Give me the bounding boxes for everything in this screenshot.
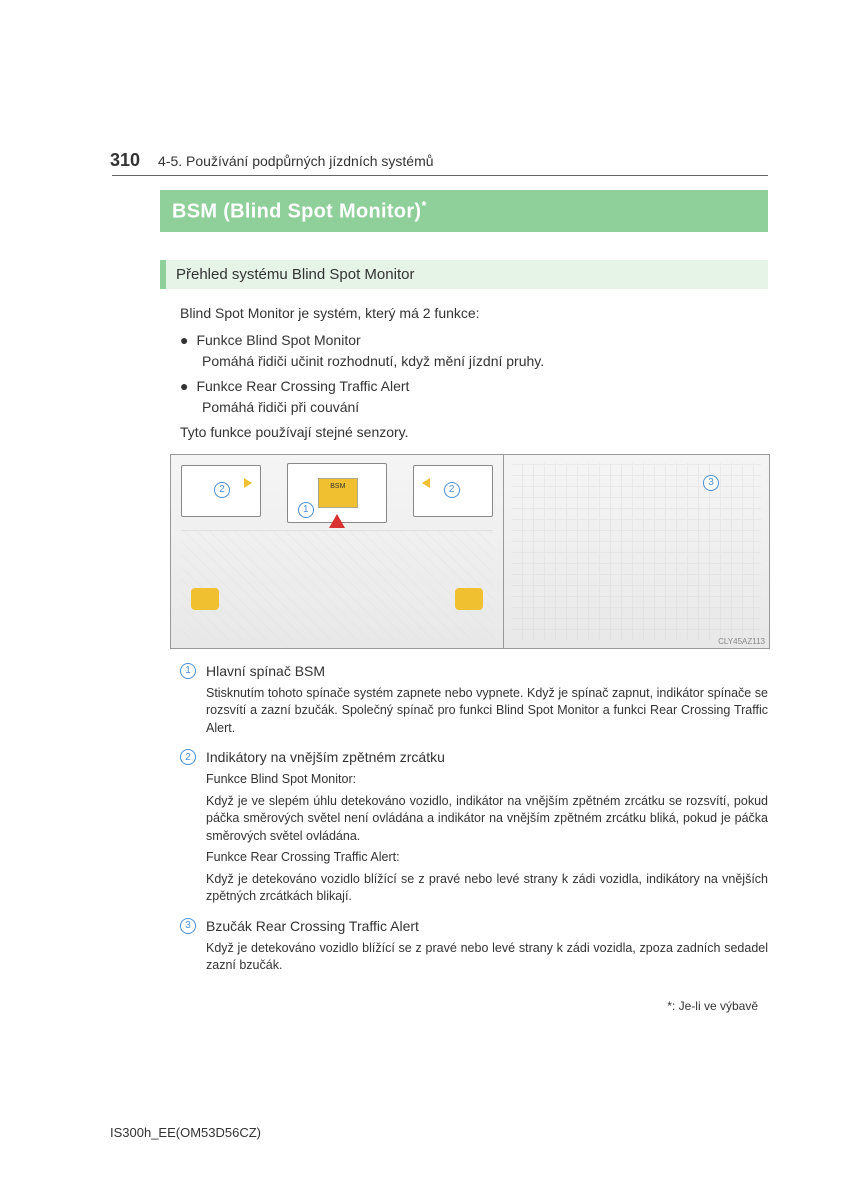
title-asterisk: * — [421, 198, 426, 213]
item-1-num: 1 — [180, 663, 196, 679]
subsection-bar: Přehled systému Blind Spot Monitor — [160, 260, 768, 289]
item-3-title: Bzučák Rear Crossing Traffic Alert — [206, 918, 419, 934]
item-2-desc-a-body: Když je ve slepém úhlu detekováno vozidl… — [206, 793, 768, 846]
intro-text: Blind Spot Monitor je systém, který má 2… — [180, 303, 768, 324]
callout-num-2b: 2 — [444, 482, 460, 498]
bullet-dot-icon: ● — [180, 376, 188, 397]
side-mirror-icon — [455, 588, 483, 610]
item-1-title: Hlavní spínač BSM — [206, 663, 325, 679]
diagram-code: CLY45AZ113 — [718, 637, 765, 646]
footer-code: IS300h_EE(OM53D56CZ) — [110, 1125, 261, 1140]
item-1: 1 Hlavní spínač BSM — [180, 663, 768, 679]
closing-text: Tyto funkce používají stejné senzory. — [180, 424, 768, 440]
callout-num-3: 3 — [703, 475, 719, 491]
page-header: 310 4-5. Používání podpůrných jízdních s… — [110, 150, 768, 171]
red-arrow-icon — [329, 514, 345, 528]
bullet-1-sub: Pomáhá řidiči učinit rozhodnutí, když mě… — [202, 351, 768, 372]
subsection-title: Přehled systému Blind Spot Monitor — [166, 260, 768, 289]
item-2-title: Indikátory na vnějším zpětném zrcátku — [206, 749, 445, 765]
footnote: *: Je-li ve výbavě — [180, 999, 768, 1013]
callout-num-2: 2 — [214, 482, 230, 498]
title-bar: BSM (Blind Spot Monitor)* — [160, 190, 768, 232]
page-number: 310 — [110, 150, 140, 171]
title-text: BSM (Blind Spot Monitor) — [172, 201, 421, 223]
bullet-2-title: Funkce Rear Crossing Traffic Alert — [196, 376, 768, 397]
section-label: 4-5. Používání podpůrných jízdních systé… — [158, 153, 433, 169]
dashboard-sketch — [181, 530, 493, 642]
center-panel-callout: BSM 1 — [287, 463, 387, 523]
bsm-button-icon: BSM — [318, 478, 358, 508]
bullet-dot-icon: ● — [180, 330, 188, 351]
bullet-2-sub: Pomáhá řidiči při couvání — [202, 397, 768, 418]
mirror-indicator-icon — [422, 478, 430, 488]
item-2-desc-b-lead: Funkce Rear Crossing Traffic Alert: — [206, 849, 768, 867]
diagram-left-panel: 2 BSM 1 2 — [171, 455, 504, 648]
footnote-text: : Je-li ve výbavě — [672, 999, 758, 1013]
bullet-1: ● Funkce Blind Spot Monitor — [180, 330, 768, 351]
mirror-left-callout: 2 — [181, 465, 261, 517]
item-3-num: 3 — [180, 918, 196, 934]
item-2-desc-a-lead: Funkce Blind Spot Monitor: — [206, 771, 768, 789]
item-3-desc: Když je detekováno vozidlo blížící se z … — [206, 940, 768, 975]
diagram-right-panel: 3 CLY45AZ113 — [504, 455, 769, 648]
diagram: 2 BSM 1 2 3 CLY45AZ113 — [170, 454, 770, 649]
item-2: 2 Indikátory na vnějším zpětném zrcátku — [180, 749, 768, 765]
bullet-1-title: Funkce Blind Spot Monitor — [196, 330, 768, 351]
item-2-desc-b-body: Když je detekováno vozidlo blížící se z … — [206, 871, 768, 906]
callout-num-1: 1 — [298, 502, 314, 518]
item-2-num: 2 — [180, 749, 196, 765]
item-3: 3 Bzučák Rear Crossing Traffic Alert — [180, 918, 768, 934]
mirror-right-callout: 2 — [413, 465, 493, 517]
side-mirror-icon — [191, 588, 219, 610]
rear-seat-sketch — [512, 463, 761, 640]
header-divider — [112, 175, 768, 176]
bullet-2: ● Funkce Rear Crossing Traffic Alert — [180, 376, 768, 397]
mirror-indicator-icon — [244, 478, 252, 488]
item-1-desc: Stisknutím tohoto spínače systém zapnete… — [206, 685, 768, 738]
